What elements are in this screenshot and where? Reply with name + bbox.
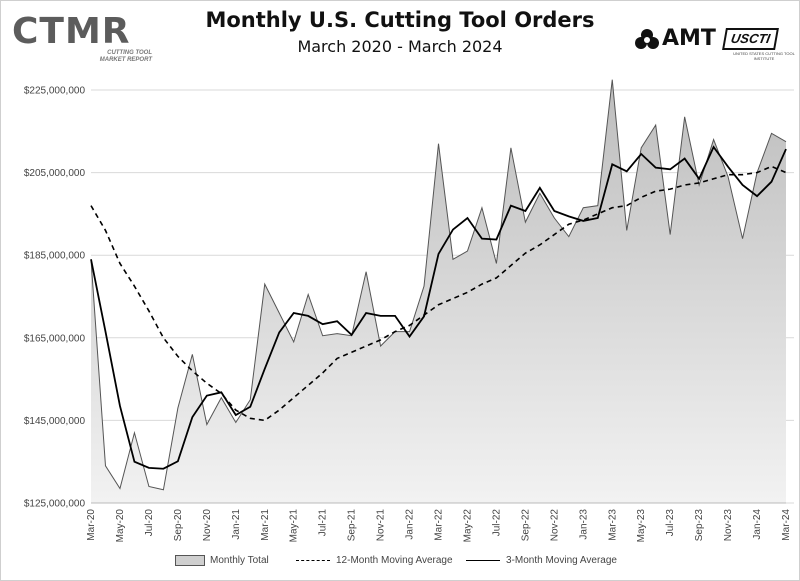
y-tick-labels: $125,000,000 $145,000,000 $165,000,000 $185… — [24, 86, 86, 510]
chart-legend: Monthly Total 12-Month Moving Average 3-… — [0, 555, 800, 571]
x-tick-label: Mar-24 — [781, 509, 792, 541]
three-month-ma-line — [90, 145, 787, 470]
x-tick-label: Sep-22 — [520, 509, 531, 542]
chart-subtitle: March 2020 - March 2024 — [297, 37, 503, 56]
ctmr-logo-word: CTMR — [12, 11, 131, 52]
x-tick-label: Jan-24 — [752, 509, 763, 540]
monthly-total-area-layer — [90, 79, 787, 504]
ctmr-logo-sub-2: MARKET REPORT — [99, 57, 152, 63]
legend-item-12-month-ma: 12-Month Moving Average — [296, 555, 453, 566]
x-tick-label: May-21 — [289, 509, 300, 543]
y-tick-label: $225,000,000 — [24, 86, 86, 97]
legend-swatch-dashed-line — [296, 560, 330, 561]
x-tick-label: Nov-22 — [549, 509, 560, 542]
amt-usctl-logos: AMT USCTI — [635, 26, 779, 51]
chart-title: Monthly U.S. Cutting Tool Orders — [205, 8, 595, 32]
y-tick-label: $145,000,000 — [24, 416, 86, 427]
usctl-logo-subtitle: UNITED STATES CUTTING TOOL INSTITUTE — [733, 51, 795, 61]
x-tick-label: Mar-23 — [607, 509, 618, 541]
monthly-total-outline — [90, 79, 787, 491]
x-tick-labels: Mar-20 May-20 Jul-20 Sep-20 Nov-20 Jan-21 Mar-… — [86, 509, 792, 543]
legend-label-monthly-total: Monthly Total — [210, 555, 269, 566]
amt-logo-icon — [635, 28, 659, 49]
legend-swatch-solid-line — [466, 560, 500, 561]
legend-label-12-month-ma: 12-Month Moving Average — [336, 555, 453, 566]
ctmr-logo-sub-1: CUTTING TOOL — [107, 50, 152, 56]
x-tick-label: May-23 — [636, 509, 647, 543]
x-tick-label: Mar-22 — [434, 509, 445, 541]
chart-canvas: $125,000,000 $145,000,000 $165,000,000 $185… — [24, 79, 794, 543]
ctmr-logo: CTMR CUTTING TOOL MARKET REPORT — [12, 14, 152, 64]
monthly-total-area — [91, 79, 786, 504]
y-tick-label: $185,000,000 — [24, 251, 86, 262]
y-tick-label: $165,000,000 — [24, 333, 86, 344]
x-tick-label: Nov-20 — [202, 509, 213, 542]
x-tick-label: Nov-21 — [376, 509, 387, 542]
x-tick-label: Nov-23 — [723, 509, 734, 542]
x-tick-label: Mar-20 — [86, 509, 97, 541]
x-tick-label: Jan-21 — [231, 509, 242, 540]
x-tick-label: Jan-23 — [578, 509, 589, 540]
y-tick-label: $205,000,000 — [24, 168, 86, 179]
legend-item-monthly-total: Monthly Total — [175, 555, 269, 566]
x-tick-label: Sep-23 — [694, 509, 705, 542]
legend-item-3-month-ma: 3-Month Moving Average — [466, 555, 617, 566]
legend-swatch-area — [175, 555, 205, 566]
x-tick-label: May-20 — [115, 509, 126, 543]
x-tick-label: Jul-21 — [318, 509, 329, 537]
y-tick-label: $125,000,000 — [24, 499, 86, 510]
x-tick-label: Jul-23 — [665, 509, 676, 537]
x-tick-label: Sep-21 — [347, 509, 358, 542]
x-tick-label: Jan-22 — [405, 509, 416, 540]
amt-logo-text: AMT — [662, 26, 716, 51]
x-tick-label: Mar-21 — [260, 509, 271, 541]
legend-label-3-month-ma: 3-Month Moving Average — [506, 555, 617, 566]
x-tick-label: Sep-20 — [173, 509, 184, 542]
x-tick-label: May-22 — [462, 509, 473, 543]
x-tick-label: Jul-22 — [491, 509, 502, 537]
twelve-month-ma-line — [90, 165, 787, 422]
x-tick-label: Jul-20 — [144, 509, 155, 537]
moving-average-lines-layer — [90, 145, 787, 470]
